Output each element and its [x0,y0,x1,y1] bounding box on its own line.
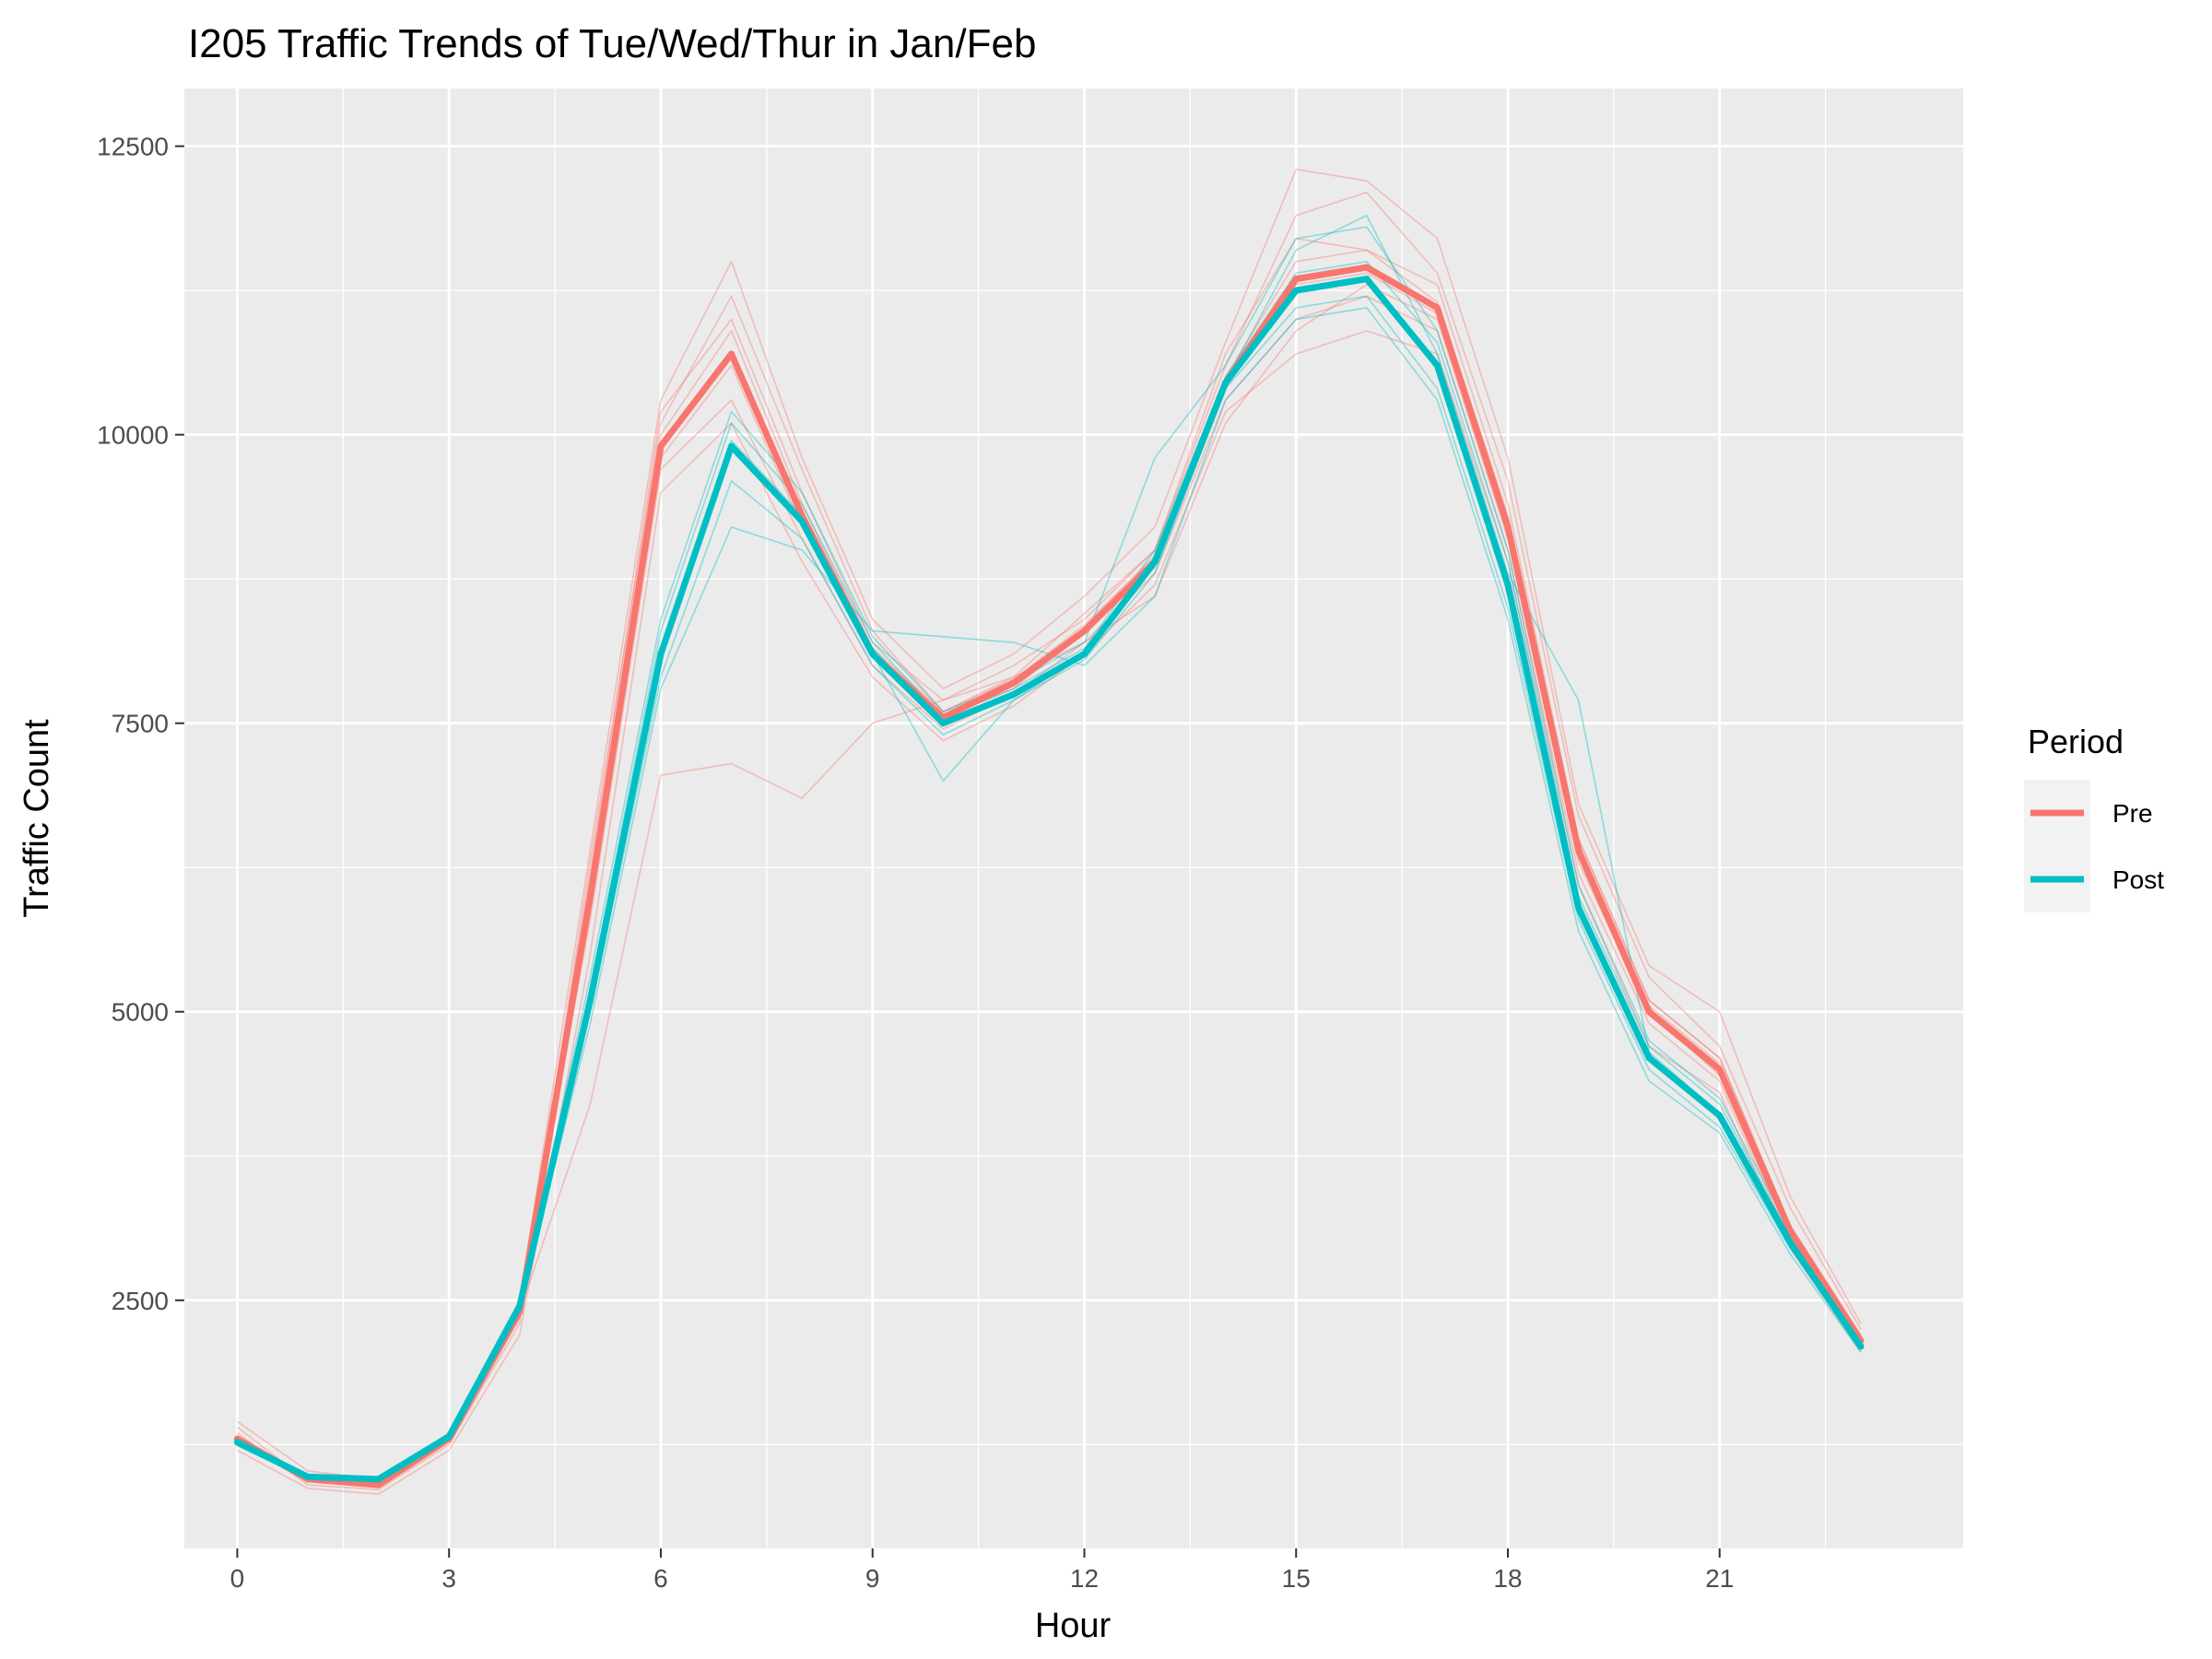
x-axis-title: Hour [1035,1606,1112,1645]
x-tick-label: 21 [1705,1564,1734,1593]
data-point-pre [1292,276,1300,283]
data-point-pre [586,893,594,900]
data-point-post [1080,651,1088,658]
data-point-post [304,1473,312,1480]
data-point-post [1010,690,1018,698]
data-point-pre [1575,846,1583,853]
data-point-pre [1080,628,1088,635]
chart-title: I205 Traffic Trends of Tue/Wed/Thur in J… [188,21,1036,66]
data-point-post [1222,379,1230,386]
x-axis: 0 3 6 9 12 15 18 21 [230,1548,1734,1593]
x-tick-label: 3 [441,1564,456,1593]
data-point-pre [1716,1065,1724,1073]
y-tick-label: 12500 [97,133,169,161]
data-point-post [1716,1112,1724,1119]
data-point-post [586,996,594,1004]
data-point-post [1645,1054,1653,1062]
data-point-pre [1363,264,1371,271]
y-axis-title: Traffic Count [18,719,56,918]
data-point-post [939,720,947,727]
x-tick-label: 0 [230,1564,245,1593]
data-point-pre [657,442,665,450]
data-point-post [1363,276,1371,283]
legend-label-post: Post [2112,865,2164,894]
data-point-pre [1786,1228,1794,1235]
x-tick-label: 6 [653,1564,668,1593]
data-point-pre [1433,304,1441,312]
x-tick-label: 12 [1070,1564,1099,1593]
daily-line-pre [236,191,1862,1490]
data-point-pre [1504,524,1512,531]
y-axis: 2500 5000 7500 10000 12500 [97,133,184,1315]
data-point-post [1786,1239,1794,1246]
data-point-post [1857,1343,1865,1350]
legend: Period Pre Post [2024,723,2164,912]
y-tick-label: 7500 [112,710,169,738]
x-tick-label: 18 [1493,1564,1522,1593]
data-point-post [1433,362,1441,370]
x-tick-label: 15 [1282,1564,1311,1593]
data-point-pre [1645,1008,1653,1016]
data-point-post [1292,287,1300,294]
series-line-post [233,276,1865,1483]
mean-lines [233,264,1865,1488]
plot-panel [184,88,1963,1548]
legend-label-pre: Pre [2112,799,2153,828]
data-point-post [445,1433,453,1441]
legend-key-background [2024,780,2090,912]
y-tick-label: 10000 [97,421,169,450]
data-point-post [798,518,806,525]
data-point-post [516,1302,524,1310]
legend-title: Period [2028,723,2124,760]
y-tick-label: 5000 [112,998,169,1027]
data-point-post [728,442,735,450]
data-point-post [1151,558,1159,565]
data-point-post [233,1439,241,1446]
minor-gridlines [184,88,1963,1548]
data-point-post [657,651,665,658]
y-tick-label: 2500 [112,1287,169,1315]
data-point-post [869,651,877,658]
data-point-pre [375,1481,382,1488]
data-point-post [1575,904,1583,912]
data-point-post [375,1476,382,1483]
data-point-post [1504,581,1512,588]
x-tick-label: 9 [865,1564,880,1593]
data-point-pre [728,350,735,358]
daily-line-pre [237,330,1862,1495]
data-point-pre [1010,679,1018,687]
major-gridlines [184,88,1963,1548]
